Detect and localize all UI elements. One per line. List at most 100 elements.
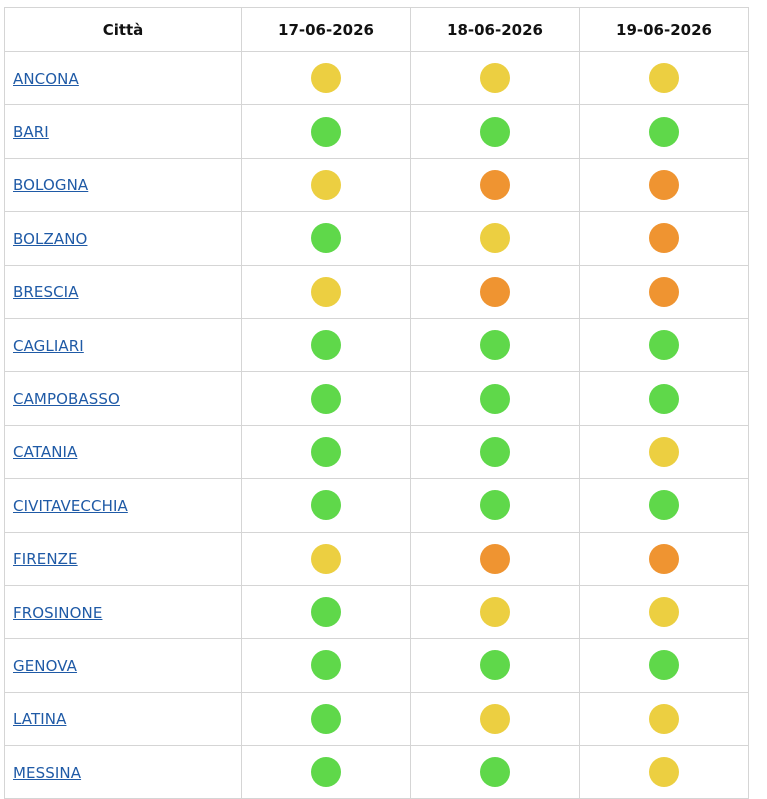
city-link-latina[interactable]: LATINA	[13, 710, 67, 729]
green-level-dot-icon	[311, 330, 341, 361]
level-cell	[579, 264, 749, 319]
city-cell: LATINA	[4, 691, 242, 747]
green-level-dot-icon	[480, 650, 510, 681]
city-cell: FROSINONE	[4, 584, 242, 640]
table-header-row: Città 17-06-2026 18-06-2026 19-06-2026	[4, 7, 749, 52]
level-cell	[410, 638, 580, 693]
city-link-bari[interactable]: BARI	[13, 123, 49, 142]
green-level-dot-icon	[311, 757, 341, 788]
table-row: BOLOGNA	[4, 157, 749, 213]
city-link-catania[interactable]: CATANIA	[13, 443, 78, 462]
table-row: BRESCIA	[4, 264, 749, 319]
green-level-dot-icon	[649, 383, 679, 414]
level-cell	[410, 317, 580, 373]
level-cell	[410, 691, 580, 747]
level-cell	[241, 50, 411, 106]
yellow-level-dot-icon	[649, 436, 679, 467]
level-cell	[241, 104, 411, 159]
level-cell	[579, 478, 749, 533]
city-link-bologna[interactable]: BOLOGNA	[13, 176, 89, 195]
city-link-messina[interactable]: MESSINA	[13, 763, 82, 782]
yellow-level-dot-icon	[311, 169, 341, 200]
level-cell	[410, 745, 580, 799]
header-date-2: 18-06-2026	[410, 7, 580, 52]
city-cell: MESSINA	[4, 745, 242, 799]
heat-level-table: Città 17-06-2026 18-06-2026 19-06-2026 A…	[4, 7, 749, 799]
city-cell: CATANIA	[4, 424, 242, 480]
level-cell	[241, 584, 411, 640]
orange-level-dot-icon	[480, 276, 510, 307]
level-cell	[241, 638, 411, 693]
level-cell	[579, 371, 749, 426]
level-cell	[410, 584, 580, 640]
level-cell	[241, 745, 411, 799]
green-level-dot-icon	[649, 330, 679, 361]
level-cell	[579, 157, 749, 213]
level-cell	[241, 211, 411, 266]
level-cell	[241, 424, 411, 480]
city-link-genova[interactable]: GENOVA	[13, 656, 78, 675]
level-cell	[579, 104, 749, 159]
green-level-dot-icon	[311, 436, 341, 467]
level-cell	[579, 317, 749, 373]
table-body: ANCONA BARI BOLOGNA BOLZANO BRESCIA CAGLIARI C…	[4, 50, 749, 799]
level-cell	[241, 264, 411, 319]
city-cell: ANCONA	[4, 50, 242, 106]
level-cell	[241, 691, 411, 747]
yellow-level-dot-icon	[480, 703, 510, 734]
level-cell	[579, 424, 749, 480]
city-link-campobasso[interactable]: CAMPOBASSO	[13, 390, 120, 409]
green-level-dot-icon	[480, 490, 510, 521]
table-row: FIRENZE	[4, 531, 749, 586]
level-cell	[241, 317, 411, 373]
yellow-level-dot-icon	[480, 597, 510, 628]
city-link-brescia[interactable]: BRESCIA	[13, 283, 79, 302]
table-row: MESSINA	[4, 745, 749, 799]
green-level-dot-icon	[311, 490, 341, 521]
table-row: FROSINONE	[4, 584, 749, 640]
yellow-level-dot-icon	[480, 63, 510, 94]
header-date-3: 19-06-2026	[579, 7, 749, 52]
green-level-dot-icon	[480, 757, 510, 788]
orange-level-dot-icon	[480, 543, 510, 574]
table-row: BOLZANO	[4, 211, 749, 266]
city-cell: BRESCIA	[4, 264, 242, 319]
city-cell: CIVITAVECCHIA	[4, 478, 242, 533]
level-cell	[410, 424, 580, 480]
level-cell	[241, 478, 411, 533]
city-link-civitavecchia[interactable]: CIVITAVECCHIA	[13, 496, 128, 515]
city-link-bolzano[interactable]: BOLZANO	[13, 229, 88, 248]
green-level-dot-icon	[649, 650, 679, 681]
yellow-level-dot-icon	[480, 223, 510, 254]
yellow-level-dot-icon	[649, 757, 679, 788]
city-link-cagliari[interactable]: CAGLIARI	[13, 336, 84, 355]
green-level-dot-icon	[311, 597, 341, 628]
yellow-level-dot-icon	[649, 597, 679, 628]
green-level-dot-icon	[480, 383, 510, 414]
city-cell: BOLOGNA	[4, 157, 242, 213]
header-date-1: 17-06-2026	[241, 7, 411, 52]
green-level-dot-icon	[480, 116, 510, 147]
level-cell	[579, 691, 749, 747]
level-cell	[579, 531, 749, 586]
level-cell	[241, 371, 411, 426]
green-level-dot-icon	[480, 330, 510, 361]
level-cell	[579, 50, 749, 106]
level-cell	[410, 50, 580, 106]
orange-level-dot-icon	[649, 223, 679, 254]
green-level-dot-icon	[311, 650, 341, 681]
city-link-frosinone[interactable]: FROSINONE	[13, 603, 103, 622]
orange-level-dot-icon	[649, 276, 679, 307]
city-link-ancona[interactable]: ANCONA	[13, 69, 79, 88]
city-link-firenze[interactable]: FIRENZE	[13, 550, 78, 569]
table-row: CAMPOBASSO	[4, 371, 749, 426]
orange-level-dot-icon	[649, 543, 679, 574]
green-level-dot-icon	[311, 703, 341, 734]
table-row: CATANIA	[4, 424, 749, 480]
orange-level-dot-icon	[480, 169, 510, 200]
level-cell	[410, 531, 580, 586]
level-cell	[241, 531, 411, 586]
orange-level-dot-icon	[649, 169, 679, 200]
yellow-level-dot-icon	[311, 276, 341, 307]
level-cell	[410, 211, 580, 266]
